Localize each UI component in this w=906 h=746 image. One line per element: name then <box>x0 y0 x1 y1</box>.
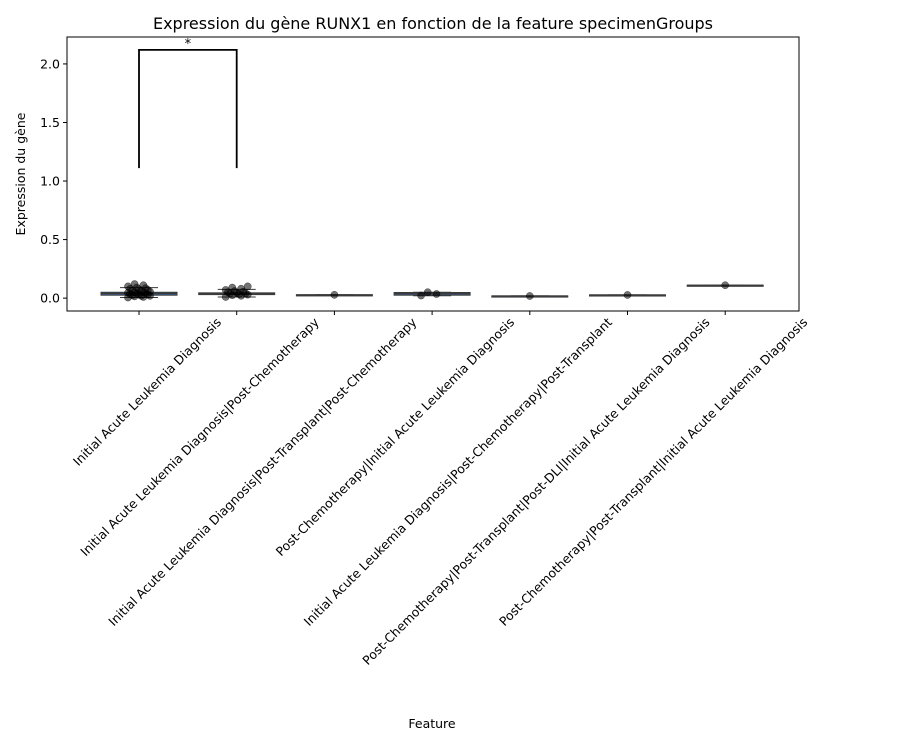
data-point <box>130 280 139 288</box>
box-group <box>100 280 178 302</box>
chart-title: Expression du gène RUNX1 en fonction de … <box>153 14 713 33</box>
box-group <box>393 288 471 300</box>
data-point <box>525 292 534 300</box>
data-point <box>243 282 252 291</box>
data-point <box>423 288 432 297</box>
x-tick-label: Post-Chemotherapy|Initial Acute Leukemia… <box>273 315 518 560</box>
data-point <box>417 291 425 300</box>
significance-label: * <box>185 37 192 52</box>
x-tick-label: Initial Acute Leukemia Diagnosis|Post-Ch… <box>301 314 615 628</box>
data-point <box>432 290 441 298</box>
x-tick-label: Post-Chemotherapy|Post-Transplant|Post-D… <box>359 315 712 668</box>
data-point <box>623 291 632 299</box>
significance-bracket <box>138 48 238 169</box>
y-tick-label: 1.5 <box>40 115 60 130</box>
y-tick-label: 1.0 <box>40 174 60 189</box>
box-group <box>686 281 764 290</box>
box-group <box>295 290 373 299</box>
data-point <box>228 283 237 292</box>
y-axis-label: Expression du gène <box>13 112 28 235</box>
plot-area: * 0.0 0.5 1.0 1.5 2.0 Initial Acute Leukemia D… <box>40 36 810 668</box>
data-point <box>124 282 132 291</box>
y-tick-label: 2.0 <box>40 56 60 71</box>
box-group <box>589 291 666 299</box>
y-tick-label: 0.5 <box>40 232 60 247</box>
data-point <box>330 290 339 299</box>
data-point <box>721 281 730 290</box>
data-point <box>221 286 230 294</box>
box-group <box>491 292 569 300</box>
y-tick-label: 0.0 <box>40 291 60 306</box>
data-point <box>237 284 245 293</box>
plot-frame <box>66 36 800 312</box>
x-tick-label: Post-Chemotherapy|Post-Transplant|Initia… <box>496 315 810 629</box>
x-tick-label: Initial Acute Leukemia Diagnosis|Post-Tr… <box>105 314 420 629</box>
box-group <box>198 282 276 301</box>
x-axis-label: Feature <box>408 716 456 731</box>
data-point <box>139 281 148 290</box>
